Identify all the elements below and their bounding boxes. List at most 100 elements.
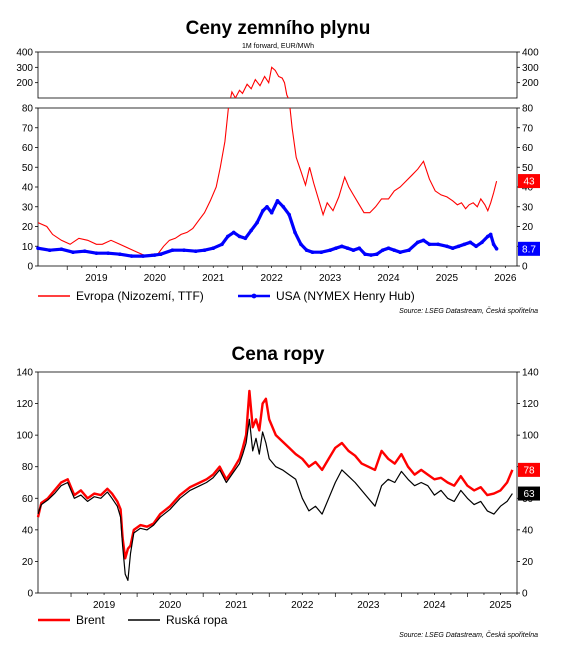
gas-y-tick-label-right: 0: [522, 262, 528, 273]
gas-x-tick-label: 2020: [144, 273, 167, 284]
oil-chart: Cena ropy 002020404060608080100100120120…: [16, 344, 540, 639]
gas-series-point-us: [220, 242, 224, 247]
oil-y-tick-label-left: 80: [22, 462, 34, 473]
gas-series-point-us: [462, 242, 467, 247]
gas-series-point-us: [243, 236, 248, 241]
oil-y-tick-label-left: 120: [16, 399, 33, 410]
oil-x-tick-label: 2020: [159, 600, 182, 611]
gas-series-point-us: [265, 205, 269, 209]
gas-series-point-us: [182, 248, 186, 252]
gas-y-tick-label-left: 400: [16, 48, 33, 59]
gas-series-point-us: [170, 248, 175, 252]
oil-series: [36, 389, 514, 581]
oil-y-tick-label-left: 60: [22, 494, 34, 505]
gas-y-tick-label-right: 50: [522, 163, 534, 174]
gas-y-tick-label-right: 300: [522, 63, 539, 74]
gas-series-point-us: [82, 249, 87, 253]
gas-series-point-us: [345, 246, 350, 250]
gas-series-point-us: [129, 254, 134, 258]
oil-badge-russian-label: 63: [523, 489, 535, 500]
oil-y-tick-label-right: 20: [522, 557, 534, 568]
gas-badge-us-label: 8.7: [522, 244, 536, 255]
gas-series-point-us: [494, 247, 499, 251]
gas-y-tick-label-right: 60: [522, 143, 534, 154]
gas-series-line-eu: [38, 66, 498, 257]
gas-badge-us: 8.7: [518, 241, 540, 256]
oil-y-tick-label-right: 140: [522, 368, 539, 379]
gas-legend: Evropa (Nizozemí, TTF) USA (NYMEX Henry …: [38, 289, 415, 303]
gas-legend-us-label: USA (NYMEX Henry Hub): [276, 289, 415, 303]
gas-series-point-us: [340, 244, 344, 249]
oil-last-value-badges: 78 63: [518, 462, 540, 501]
oil-x-tick-label: 2024: [423, 600, 446, 611]
gas-series-point-us: [468, 240, 473, 245]
oil-badge-brent-label: 78: [523, 465, 535, 476]
oil-legend-brent-label: Brent: [76, 613, 105, 627]
gas-badge-eu-box: [518, 174, 540, 189]
gas-series-point-us: [193, 249, 198, 253]
gas-series-point-us: [226, 234, 230, 239]
gas-x-tick-label: 2026: [494, 273, 517, 284]
gas-series-point-us: [334, 246, 338, 250]
gas-y-tick-label-right: 200: [522, 78, 539, 89]
gas-chart-subtitle: 1M forward, EUR/MWh: [242, 43, 314, 50]
gas-y-tick-label-right: 20: [522, 222, 534, 233]
oil-chart-title: Cena ropy: [232, 344, 325, 365]
gas-series-point-us: [281, 205, 286, 209]
oil-panel-frame: [37, 371, 518, 594]
gas-series-point-us: [436, 242, 440, 247]
gas-series-point-us: [392, 248, 397, 252]
gas-series-point-us: [231, 230, 236, 235]
gas-series-point-us: [36, 246, 40, 250]
oil-badge-brent: 78: [518, 462, 540, 477]
oil-y-tick-label-left: 0: [27, 589, 33, 600]
gas-series-point-us: [357, 246, 362, 250]
gas-series-point-us: [380, 248, 385, 252]
gas-series-point-us: [486, 234, 490, 239]
gas-axes: 0010102020303040405050606070708080200200…: [16, 48, 539, 285]
gas-series-point-us: [255, 220, 259, 225]
gas-y-tick-label-left: 300: [16, 63, 33, 74]
oil-axes: 0020204040606080801001001201201401402019…: [16, 368, 539, 612]
oil-badge-brent-box: [518, 462, 540, 477]
gas-series-point-us: [141, 254, 145, 258]
gas-y-tick-label-left: 30: [22, 202, 34, 213]
gas-series-point-us: [211, 246, 215, 250]
gas-upper-panel-frame: [37, 51, 518, 99]
oil-x-tick-label: 2025: [489, 600, 512, 611]
gas-series-point-us: [47, 248, 52, 252]
gas-series-point-us: [450, 246, 455, 250]
gas-series-point-us: [480, 240, 484, 245]
oil-x-tick-label: 2019: [93, 600, 116, 611]
gas-series-point-us: [118, 252, 122, 256]
gas-series-point-us: [445, 244, 449, 249]
gas-series-point-us: [491, 242, 496, 247]
gas-series-point-us: [310, 250, 315, 254]
gas-series-point-us: [421, 238, 426, 243]
gas-x-tick-label: 2022: [261, 273, 284, 284]
gas-y-tick-label-left: 80: [22, 104, 34, 115]
gas-series-point-us: [351, 248, 356, 252]
oil-legend: Brent Ruská ropa: [38, 613, 228, 627]
gas-x-tick-label: 2019: [85, 273, 108, 284]
gas-series-point-us: [269, 210, 274, 215]
gas-y-tick-label-left: 200: [16, 78, 33, 89]
oil-chart-source: Source: LSEG Datastream, Česká spořiteln…: [399, 630, 538, 639]
gas-series-point-us: [415, 240, 420, 245]
gas-series-point-us: [59, 247, 64, 251]
gas-series-point-us: [275, 199, 280, 203]
gas-y-tick-label-left: 70: [22, 123, 34, 134]
gas-lower-panel-frame: [37, 107, 518, 267]
oil-series-line-brent: [36, 389, 514, 560]
gas-y-tick-label-right: 70: [522, 123, 534, 134]
oil-y-tick-label-right: 120: [522, 399, 539, 410]
oil-badge-russian: 63: [518, 486, 540, 501]
gas-badge-eu: 43: [518, 174, 540, 189]
gas-series-point-us: [474, 244, 478, 249]
gas-y-tick-label-left: 0: [27, 262, 33, 273]
gas-series-point-us: [328, 248, 332, 252]
gas-series-point-us: [237, 234, 242, 239]
gas-series-point-us: [398, 250, 403, 254]
